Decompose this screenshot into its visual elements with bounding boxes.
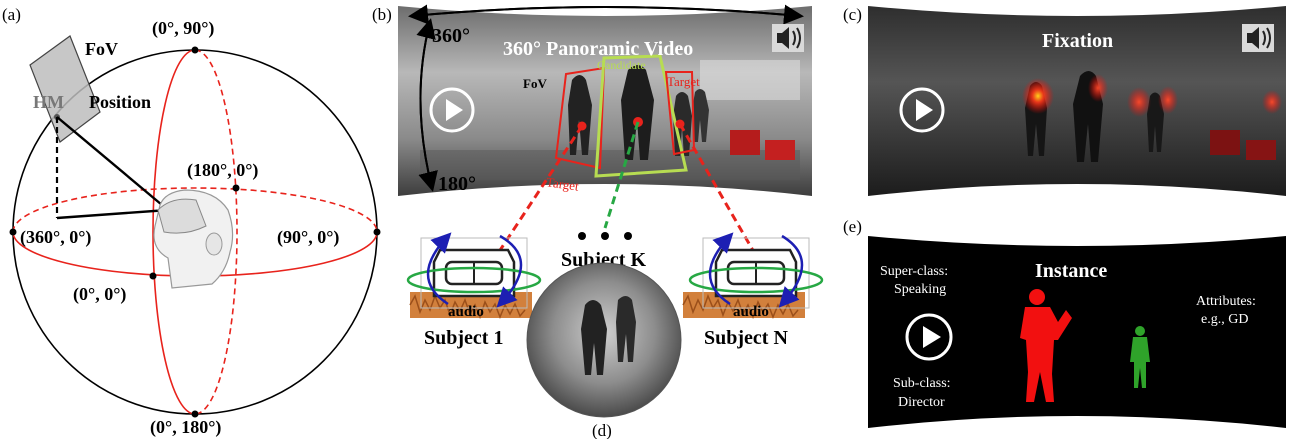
coord-left: (360°, 0°) — [20, 227, 91, 248]
blue-rotation — [778, 234, 804, 308]
position-label: Position — [89, 92, 151, 112]
fixation-hotspot — [1127, 87, 1151, 117]
point-back — [232, 184, 240, 192]
audio-label-n: audio — [733, 304, 769, 320]
vr-headset-icon — [714, 248, 798, 298]
coord-bottom: (0°, 180°) — [150, 417, 221, 438]
meridian-back — [194, 49, 238, 415]
connect-subject-k — [603, 121, 640, 229]
subject-1-group: audio Subject 1 — [406, 232, 542, 349]
fixation-hotspot — [1158, 86, 1178, 114]
panel-b: (b) — [372, 4, 824, 349]
fov-region-label: FoV — [523, 76, 547, 91]
coord-front: (0°, 0°) — [73, 284, 126, 305]
room-window — [700, 60, 800, 100]
sub-class-line-2: Director — [898, 395, 945, 410]
sub-class-line-1: Sub-class: — [893, 376, 951, 391]
target-label-bottom: Target — [545, 174, 580, 193]
play-icon[interactable] — [429, 87, 475, 133]
blue-rotation — [708, 232, 734, 306]
target-label-right: Target — [667, 74, 700, 89]
arrow-180-start — [416, 18, 436, 189]
play-icon[interactable] — [905, 313, 953, 361]
subject-n-group: audio Subject N — [682, 232, 824, 349]
coord-right: (90°, 0°) — [277, 227, 339, 248]
person-silhouette-icon — [1130, 326, 1150, 388]
fixation-hotspot — [1022, 78, 1054, 114]
instance-frame — [868, 236, 1286, 428]
fixation-hotspot — [1088, 74, 1108, 102]
green-rotation — [688, 266, 824, 294]
candidate-label: Candidate — [597, 58, 646, 72]
meridian-front — [152, 49, 196, 415]
dot — [624, 232, 632, 240]
panel-d-label: (d) — [592, 421, 612, 439]
point-right — [373, 228, 381, 236]
fixation-hotspot — [1262, 90, 1282, 114]
fov-label: FoV — [85, 39, 118, 59]
person-silhouette-icon — [1020, 289, 1072, 402]
arrow-360-start — [408, 4, 801, 25]
fov-region — [554, 66, 606, 170]
person-fisheye — [581, 300, 607, 375]
panel-e-label: (e) — [843, 217, 862, 236]
panorama-frame — [398, 6, 812, 196]
candidate-region — [594, 54, 688, 178]
green-rotation — [406, 266, 542, 294]
coord-back: (180°, 0°) — [187, 160, 258, 181]
connect-subject-1 — [483, 125, 584, 274]
fov-plane — [29, 35, 101, 143]
speaker-icon[interactable] — [1242, 24, 1274, 52]
attributes-line-1: Attributes: — [1196, 294, 1256, 309]
super-class-line-2: Speaking — [894, 282, 946, 297]
dot — [601, 232, 609, 240]
audio-label-1: audio — [448, 304, 484, 320]
instance-title: Instance — [1035, 260, 1107, 282]
panorama-title: 360° Panoramic Video — [503, 38, 693, 60]
person-fov — [568, 75, 592, 155]
head-to-hm-line — [56, 116, 169, 211]
deg-180-label: 180° — [438, 173, 476, 195]
subject-1-label: Subject 1 — [424, 327, 503, 349]
hm-label: HM — [33, 92, 64, 112]
person-candidate — [621, 65, 654, 160]
super-class-line-1: Super-class: — [880, 264, 948, 279]
connect-subject-n — [678, 123, 768, 274]
panel-c: (c) Fixation — [843, 5, 1286, 196]
speaker-icon[interactable] — [772, 24, 804, 52]
blue-rotation — [496, 234, 523, 308]
equator-back — [12, 187, 378, 233]
point-front — [149, 272, 157, 280]
red-chair — [730, 130, 760, 155]
fixation-title: Fixation — [1042, 30, 1113, 52]
point-bottom — [191, 410, 199, 418]
panel-d: (d) — [526, 262, 682, 439]
panel-a: (a) FoV HM Position (0°, 90°) (180 — [2, 5, 381, 438]
panel-b-label: (b) — [372, 5, 392, 24]
red-chair — [765, 140, 795, 160]
point-top — [191, 46, 199, 54]
blue-rotation — [426, 232, 452, 306]
point-left — [9, 228, 17, 236]
red-chair-dim — [1210, 130, 1240, 155]
red-chair-dim — [1246, 140, 1276, 160]
coord-top: (0°, 90°) — [152, 18, 214, 39]
horizontal-line — [56, 208, 169, 220]
panel-c-label: (c) — [843, 5, 862, 24]
deg-360-label: 360° — [432, 25, 470, 47]
vr-headset-icon — [432, 248, 516, 298]
dot — [578, 232, 586, 240]
person-fisheye — [616, 296, 636, 362]
panel-e: (e) Instance Super-class: Speaking Sub-c… — [843, 217, 1286, 428]
vr-headset-icon — [153, 189, 234, 289]
person-back — [692, 89, 709, 142]
subject-n-label: Subject N — [704, 327, 788, 349]
panel-a-label: (a) — [2, 5, 21, 24]
play-icon[interactable] — [899, 87, 945, 133]
attributes-line-2: e.g., GD — [1201, 312, 1248, 327]
